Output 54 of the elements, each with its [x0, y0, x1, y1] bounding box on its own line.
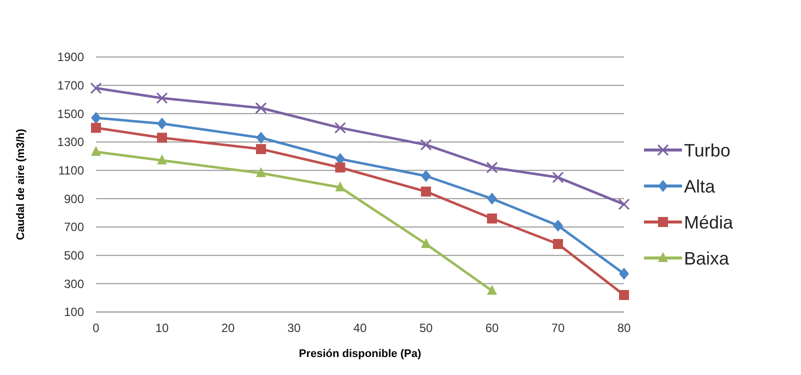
point: [256, 167, 266, 178]
y-tick-label: 1100: [58, 164, 84, 178]
y-tick-label: 1900: [57, 50, 84, 64]
legend-label: Média: [684, 212, 734, 232]
point: [157, 132, 167, 143]
point: [256, 144, 266, 154]
point: [255, 102, 267, 114]
point: [421, 238, 431, 248]
y-tick-label: 900: [64, 192, 84, 206]
x-tick-label: 20: [221, 321, 235, 335]
point: [91, 146, 101, 156]
x-tick-label: 30: [287, 321, 301, 335]
legend-label: Turbo: [684, 140, 730, 160]
x-tick-label: 70: [551, 321, 565, 335]
x-tick-label: 50: [419, 321, 433, 335]
y-tick-label: 300: [64, 276, 84, 291]
point: [421, 186, 431, 197]
x-tick-label: 40: [353, 321, 367, 335]
point: [420, 139, 432, 151]
point: [619, 268, 629, 280]
point: [91, 122, 101, 133]
x-tick-label: 60: [485, 321, 499, 335]
point: [552, 172, 564, 184]
point: [618, 198, 630, 210]
y-axis-title: Caudal de aire (m3/h): [15, 128, 27, 240]
y-tick-label: 1700: [57, 78, 84, 93]
point: [487, 192, 497, 205]
y-tick-label: 500: [64, 248, 84, 263]
x-tick-label: 10: [155, 321, 169, 335]
point: [157, 118, 167, 130]
point: [335, 181, 346, 192]
x-axis-title: Presión disponible (Pa): [298, 348, 422, 360]
point: [157, 154, 167, 164]
legend-label: Alta: [684, 176, 716, 196]
y-tick-label: 1300: [57, 135, 84, 150]
x-tick-label: 0: [92, 321, 100, 335]
point: [90, 82, 102, 94]
point: [553, 220, 563, 232]
y-tick-label: 1500: [57, 106, 84, 121]
point: [334, 122, 346, 134]
point: [91, 112, 101, 124]
point: [619, 290, 629, 300]
legend-label: Baixa: [684, 248, 730, 268]
point: [256, 132, 266, 144]
y-tick-label: 100: [64, 305, 84, 320]
point: [553, 239, 563, 249]
point: [487, 214, 497, 224]
y-tick-label: 700: [64, 220, 84, 234]
x-tick-label: 80: [617, 321, 631, 335]
point: [156, 92, 168, 104]
point: [487, 284, 497, 295]
point: [421, 170, 431, 182]
point: [486, 162, 498, 174]
point: [335, 162, 346, 172]
